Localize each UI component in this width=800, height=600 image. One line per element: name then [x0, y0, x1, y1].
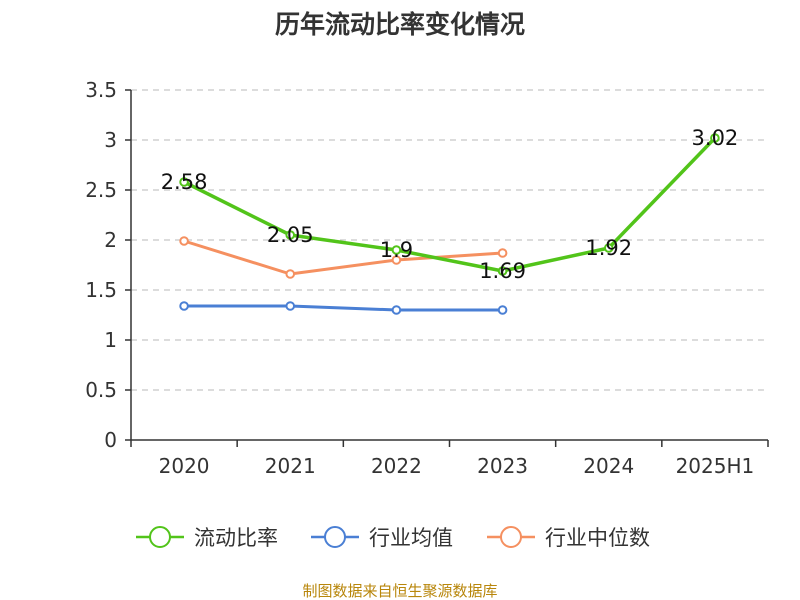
- legend-marker: [324, 526, 346, 548]
- y-tick-label: 0.5: [85, 378, 117, 402]
- legend-item[interactable]: 流动比率: [136, 526, 278, 550]
- series-1: [179, 301, 508, 315]
- series-layer: [179, 133, 720, 315]
- axes: 0 0.5 1 1.5 2 2.5 3 3.5 2020 2021 2022 2023 2024 2025…: [85, 78, 769, 478]
- y-tick-label: 0: [104, 428, 117, 452]
- data-label: 1.92: [585, 236, 632, 260]
- chart-title: 历年流动比率变化情况: [275, 10, 525, 39]
- y-tick-label: 1.5: [85, 278, 117, 302]
- data-labels: 2.58 2.05 1.9 1.69 1.92 3.02: [161, 126, 739, 283]
- data-point[interactable]: [497, 305, 508, 315]
- data-point[interactable]: [391, 255, 402, 265]
- data-point[interactable]: [179, 236, 189, 246]
- data-point[interactable]: [285, 301, 296, 311]
- data-point[interactable]: [710, 133, 720, 143]
- series-2: [179, 236, 508, 279]
- series-line: [182, 239, 505, 276]
- legend-item[interactable]: 行业中位数: [487, 526, 650, 550]
- grid: [131, 89, 768, 391]
- y-tick-label: 2: [104, 228, 117, 252]
- data-label: 2.58: [161, 170, 208, 194]
- legend-label: 流动比率: [194, 526, 278, 550]
- x-tick-label: 2020: [159, 454, 210, 478]
- data-label: 3.02: [692, 126, 739, 150]
- x-tick-label: 2023: [477, 454, 528, 478]
- data-point[interactable]: [603, 243, 614, 253]
- data-label: 1.69: [479, 259, 526, 283]
- series-line: [182, 136, 717, 273]
- y-tick-label: 1: [104, 328, 117, 352]
- legend[interactable]: 流动比率 行业均值 行业中位数: [136, 526, 650, 550]
- legend-label: 行业均值: [369, 526, 453, 550]
- series-line: [182, 304, 505, 312]
- series-0: [179, 133, 720, 276]
- data-point[interactable]: [497, 248, 508, 258]
- source-note: 制图数据来自恒生聚源数据库: [302, 582, 497, 600]
- legend-label: 行业中位数: [545, 526, 650, 550]
- legend-marker: [149, 526, 171, 548]
- y-tick-label: 3.5: [85, 78, 117, 102]
- legend-item[interactable]: 行业均值: [311, 526, 453, 550]
- data-point[interactable]: [285, 269, 296, 279]
- x-tick-label: 2022: [371, 454, 422, 478]
- data-point[interactable]: [179, 301, 189, 311]
- data-point[interactable]: [497, 266, 508, 276]
- data-point[interactable]: [285, 230, 296, 240]
- x-tick-label: 2021: [265, 454, 316, 478]
- data-label: 2.05: [267, 223, 314, 247]
- x-tick-label: 2025H1: [676, 454, 755, 478]
- data-point[interactable]: [391, 245, 402, 255]
- y-tick-label: 2.5: [85, 178, 117, 202]
- legend-marker: [500, 526, 522, 548]
- data-point[interactable]: [391, 305, 402, 315]
- x-tick-label: 2024: [583, 454, 634, 478]
- data-label: 1.9: [380, 238, 413, 262]
- y-tick-label: 3: [104, 128, 117, 152]
- data-point[interactable]: [179, 177, 189, 187]
